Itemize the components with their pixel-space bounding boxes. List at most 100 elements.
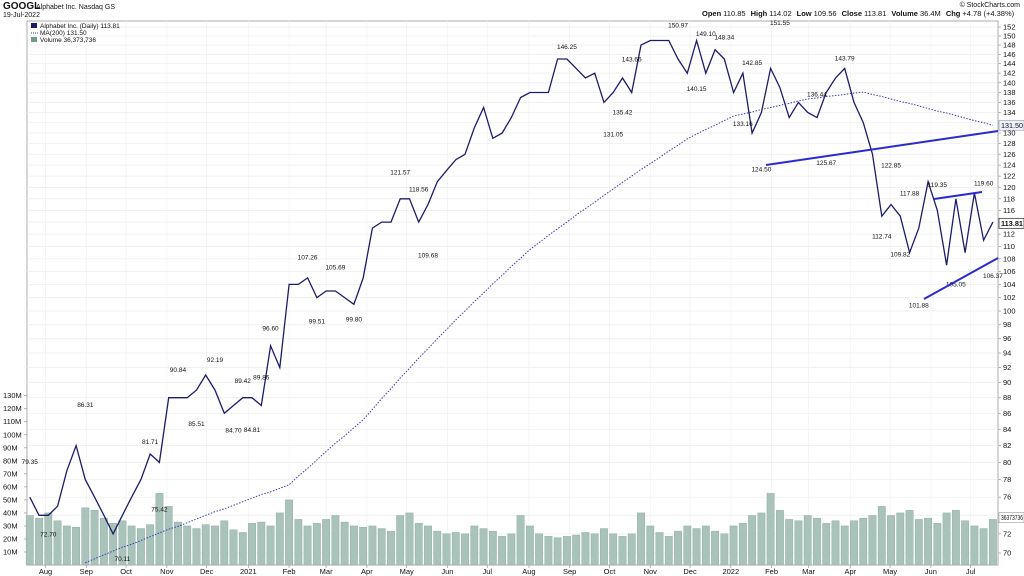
price-annotation: 133.16 [733,121,753,128]
y2-tick-label: 80M [3,456,18,465]
y2-tick-label: 90M [3,443,18,452]
volume-bar [850,520,858,566]
y-tick-label: 88 [1003,393,1011,402]
price-annotation: 99.51 [309,318,326,325]
last-value-tag [998,217,1024,229]
y-tick-label: 118 [1003,194,1015,203]
axes: 7072747678808284868890929496981001021041… [3,22,1024,576]
volume-bar [90,510,99,566]
volume-bar [905,510,914,566]
volume-bar [470,525,479,566]
price-annotation: 143.79 [835,56,855,63]
y-tick-label: 78 [1003,475,1011,484]
volume-bar [572,534,581,566]
y2-tick-label: 130M [3,391,22,400]
volume-bar [312,523,321,566]
y-tick-label: 138 [1003,88,1016,97]
price-annotation: 99.80 [346,316,363,323]
volume-bar [238,532,247,566]
volume-bar [303,525,312,566]
x-tick-label: 2021 [240,567,257,576]
y-tick-label: 144 [1003,59,1016,68]
y2-tick-label: 70M [3,469,18,478]
price-annotation: 109.68 [418,252,438,259]
y2-tick-label: 110M [3,417,21,426]
volume-bar [868,515,877,566]
volume-bar [951,510,960,566]
legend: Alphabet Inc. (Daily) 113.81 MA(200) 131… [31,23,120,44]
price-annotation: 105.05 [946,282,966,289]
quote-value: 114.02 [769,9,791,18]
volume-bar [405,512,414,566]
volume-bar [62,525,71,566]
volume-bar [683,525,692,566]
volume-bar [776,510,784,566]
price-annotation: 150.97 [668,23,688,30]
y-tick-label: 124 [1003,161,1016,170]
volume-bar [637,512,645,566]
price-annotation: 136.44 [807,91,827,98]
y2-tick-label: 10M [3,547,18,556]
volume-bar [896,512,905,566]
y-tick-label: 104 [1003,280,1016,289]
volume-bar [53,520,62,566]
volume-bar [887,515,895,566]
last-value-label: 36373736 [1001,515,1023,522]
x-tick-label: Feb [765,567,778,576]
x-tick-label: Mar [320,567,333,576]
x-tick-label: Jun [925,567,937,576]
x-tick-label: Aug [39,567,52,576]
volume-bar [109,523,118,566]
x-tick-label: Nov [160,567,174,576]
volume-bar [451,532,460,566]
volume-bar [646,525,655,566]
volume-bar [118,520,127,566]
volume-bar [488,530,497,566]
volume-bar [201,524,210,566]
quote-value: 109.56 [814,9,837,18]
volume-bar [813,517,821,566]
price-annotation: 84.70 [225,428,242,435]
price-annotation: 125.67 [816,160,836,167]
volume-bar [275,512,284,566]
price-line [29,38,994,536]
x-tick-label: Nov [644,567,658,576]
price-annotation: 148.34 [714,35,734,42]
volume-bar [368,525,377,566]
volume-bar [989,519,997,566]
volume-bar [831,520,840,566]
y-tick-label: 120 [1003,183,1016,192]
volume-bar [35,517,43,566]
volume-bar [692,528,701,566]
price-annotation: 149.10 [696,31,716,38]
volume-bar [81,507,90,566]
price-annotation: 143.66 [622,56,642,63]
price-annotation: 101.88 [909,302,929,309]
volume-bar [359,527,368,566]
volume-bars [25,493,997,566]
y-tick-label: 146 [1003,50,1016,59]
volume-bar [99,517,108,566]
volume-bar [581,532,590,566]
volume-bar [600,528,608,566]
quote-label: Open [702,9,722,18]
volume-bar [757,512,766,566]
quote-value: 36.4M [920,9,941,18]
price-lines [29,38,994,564]
x-tick-label: Mar [802,567,815,576]
quote-value: +4.78 (+4.38%) [962,9,1014,18]
volume-bar [627,533,636,566]
last-value-tag [998,512,1024,523]
volume-bar [822,523,831,566]
moving-average [85,91,994,564]
volume-bar [933,523,942,566]
y-tick-label: 122 [1003,172,1016,181]
x-tick-label: Aug [522,567,535,576]
y-tick-label: 126 [1003,150,1016,159]
volume-bar [248,523,256,566]
y-tick-label: 98 [1003,320,1011,329]
volume-bar [257,521,266,566]
x-tick-label: Dec [200,567,214,576]
x-tick-label: Jun [441,567,453,576]
